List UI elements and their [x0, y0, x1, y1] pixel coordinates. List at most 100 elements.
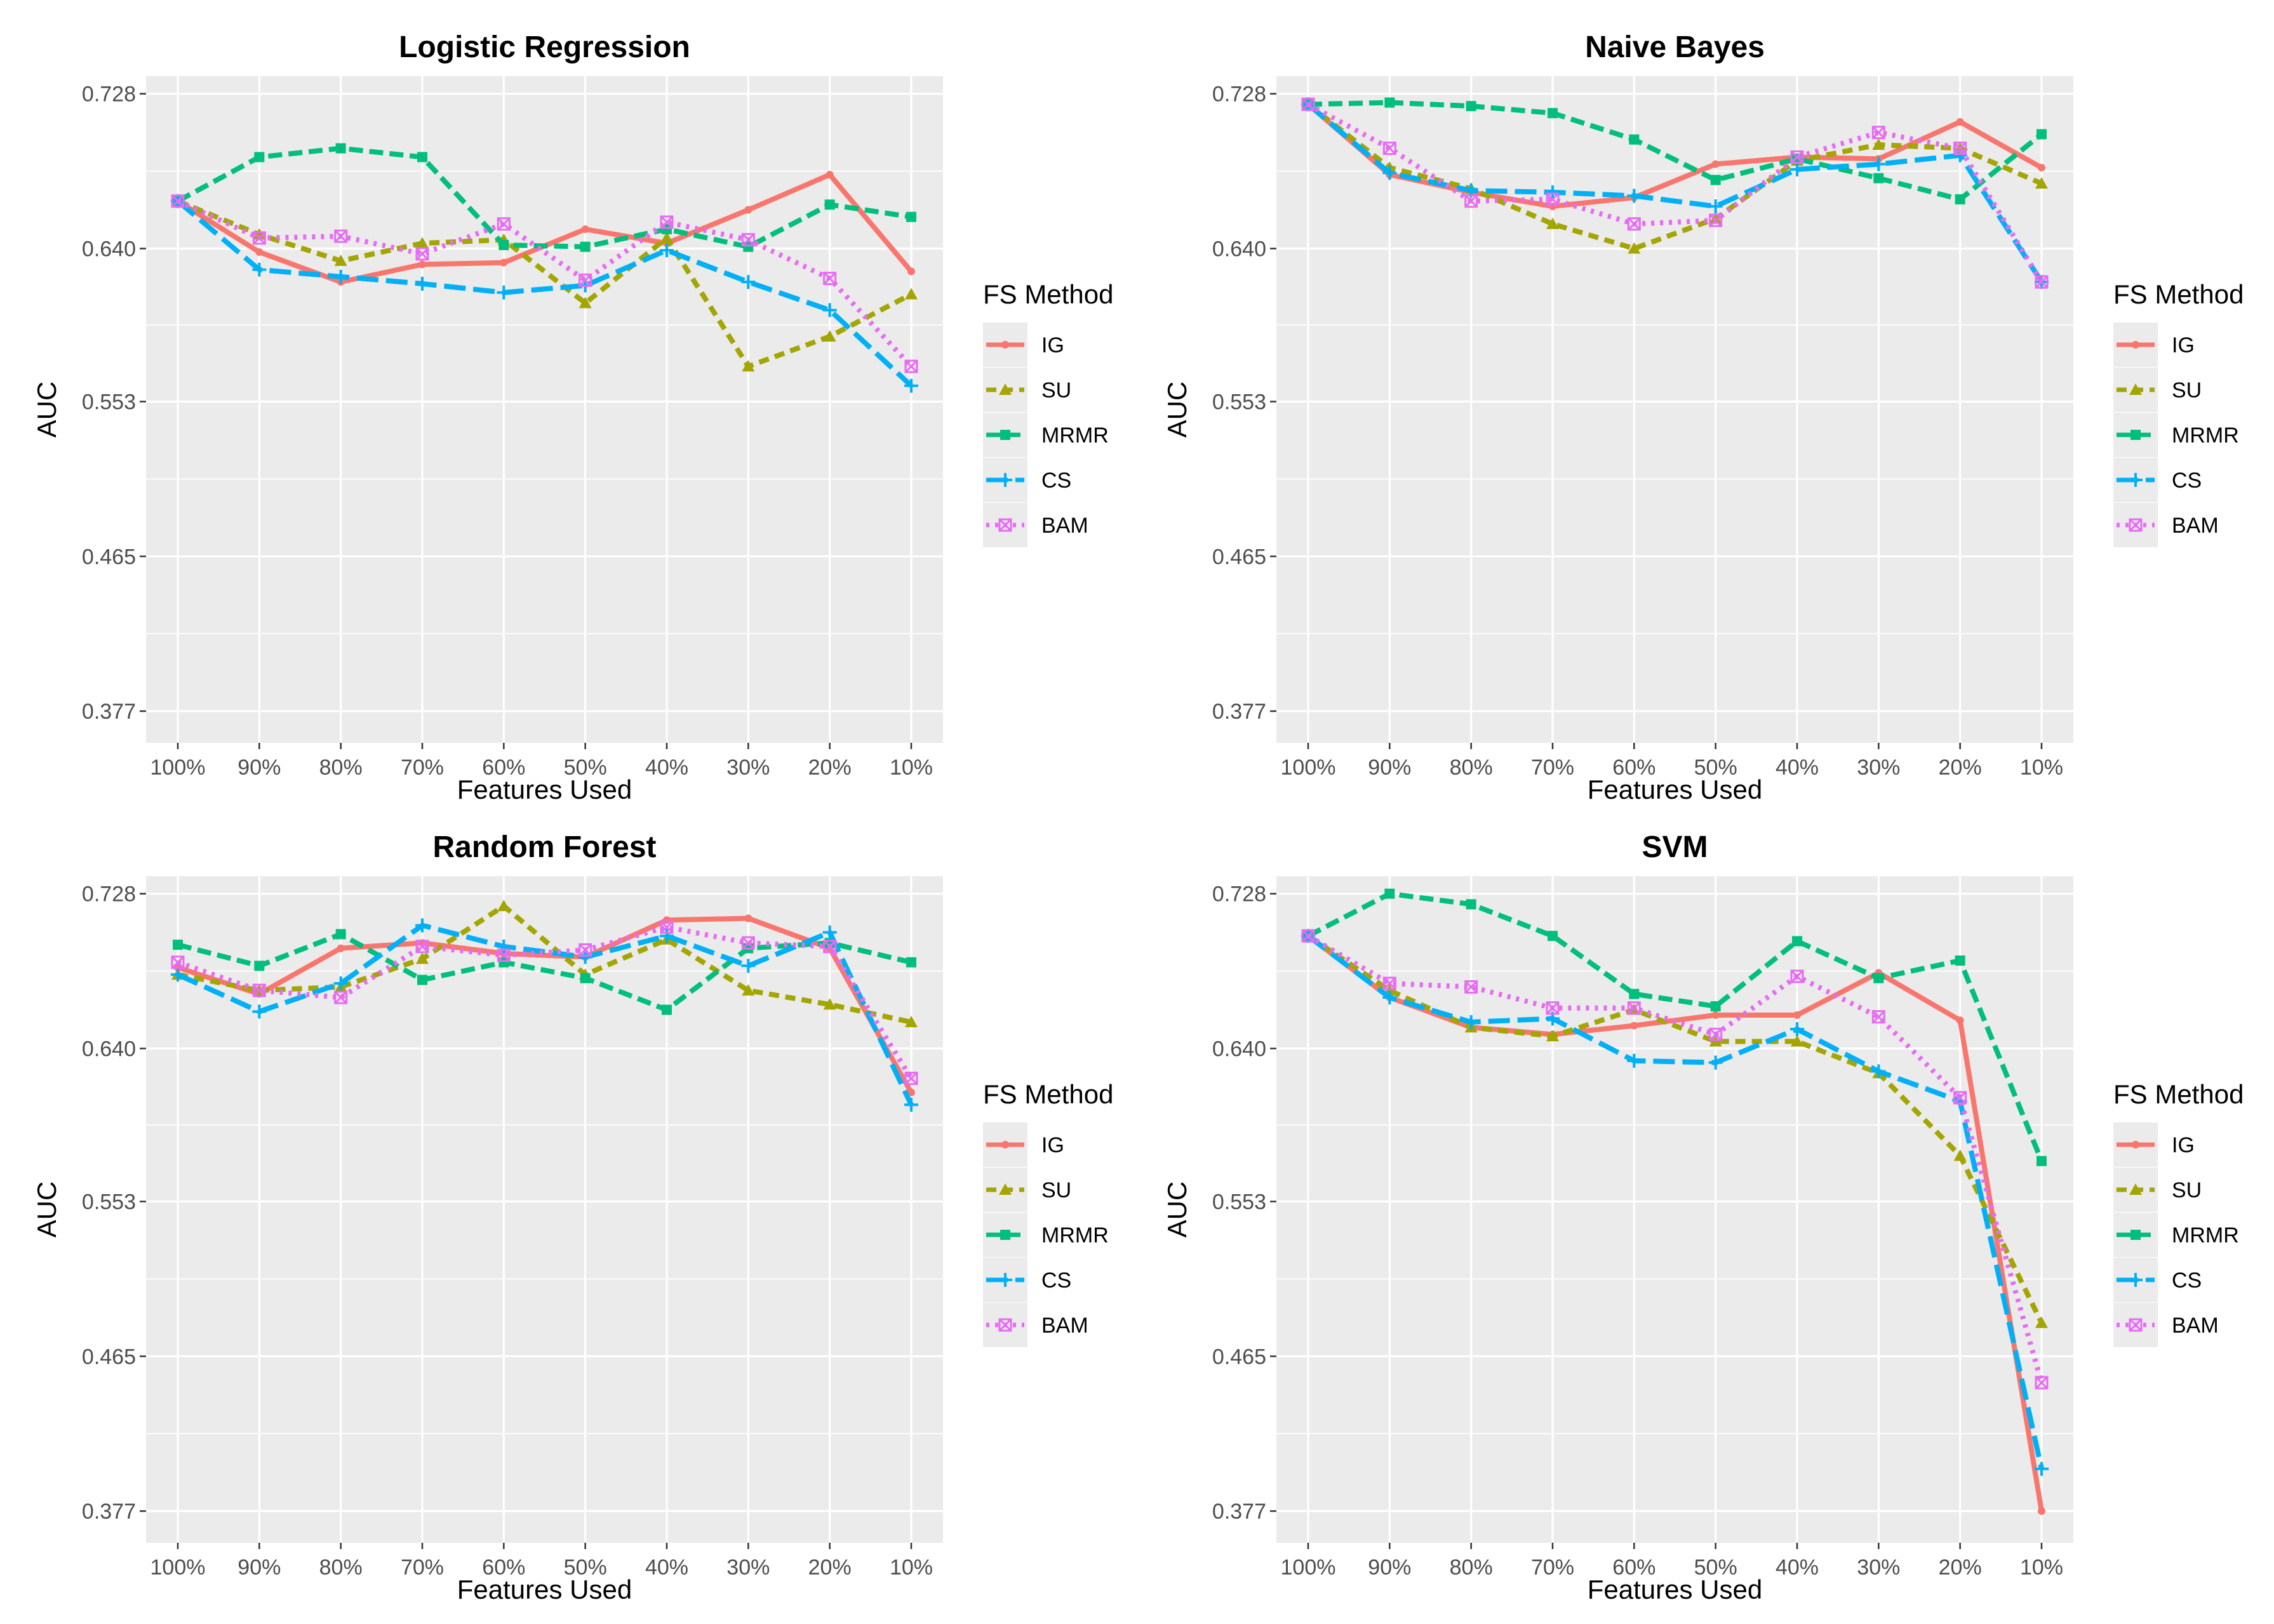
legend-key-marker	[999, 383, 1012, 395]
legend-item-bam: BAM	[2113, 503, 2219, 547]
data-point-bam	[741, 936, 755, 950]
legend-key-marker	[1000, 430, 1010, 440]
data-point-mrmr	[1710, 1001, 1721, 1012]
legend-label: IG	[2172, 333, 2195, 357]
legend: FS Method IG SU MRMR CS BAM	[2113, 279, 2244, 547]
data-point-cs	[1627, 189, 1642, 203]
data-point-bam	[579, 943, 592, 957]
data-point-cs	[904, 378, 918, 393]
x-tick-label: 20%	[808, 755, 852, 780]
legend-key-marker	[1001, 1141, 1009, 1148]
data-point-bam	[904, 1072, 918, 1086]
data-point-bam	[1627, 217, 1641, 231]
legend-label: MRMR	[2172, 423, 2239, 448]
y-tick-label: 0.728	[1212, 882, 1266, 907]
data-point-cs	[497, 939, 511, 954]
legend-key-marker	[1001, 341, 1009, 349]
x-tick-label: 50%	[1694, 755, 1737, 780]
data-point-bam	[1382, 976, 1396, 990]
data-point-mrmr	[254, 152, 265, 163]
data-point-mrmr	[498, 957, 509, 968]
data-point-cs	[171, 968, 185, 982]
legend-label: BAM	[2172, 514, 2219, 538]
data-point-cs	[252, 262, 267, 277]
legend-key-marker	[2132, 1141, 2139, 1148]
x-tick-label: 70%	[401, 1555, 444, 1580]
data-point-ig	[1549, 203, 1556, 211]
series-line-bam	[1306, 933, 2044, 1383]
y-tick-label: 0.553	[1212, 1190, 1266, 1215]
panel-svm: 0.377 0.465 0.553 0.640 0.728 100% 90% 80% 70% 60…	[1130, 800, 2261, 1604]
legend-key-marker	[998, 518, 1012, 532]
data-point-bam	[1790, 969, 1804, 983]
y-tick-label: 0.728	[82, 882, 136, 907]
data-point-bam	[415, 247, 429, 261]
data-point-bam	[2035, 1376, 2049, 1390]
x-tick-label: 90%	[237, 1555, 281, 1580]
y-tick-label: 0.465	[82, 1345, 136, 1369]
legend-key-marker	[1000, 1230, 1010, 1240]
data-point-mrmr	[580, 973, 591, 983]
data-point-mrmr	[1955, 194, 1965, 204]
legend-item-su: SU	[2113, 1168, 2202, 1212]
y-tick-label: 0.553	[82, 1190, 136, 1215]
legend-label: MRMR	[1041, 423, 1109, 448]
legend-item-cs: CS	[2113, 458, 2202, 502]
x-tick-label: 20%	[1939, 755, 1982, 780]
data-point-ig	[2038, 164, 2045, 172]
data-point-bam	[1953, 142, 1967, 156]
data-point-bam	[2035, 275, 2049, 289]
x-tick-label: 10%	[2020, 1555, 2063, 1580]
legend-item-bam: BAM	[983, 503, 1088, 547]
legend-key-marker	[2130, 430, 2141, 440]
data-point-bam	[1301, 97, 1315, 111]
data-point-cs	[1790, 162, 1804, 176]
data-point-bam	[171, 955, 185, 969]
legend: FS Method IG SU MRMR CS BAM	[983, 279, 1113, 547]
x-tick-label: 100%	[150, 755, 206, 780]
data-point-mrmr	[498, 239, 509, 250]
x-tick-label: 20%	[1939, 1555, 1982, 1580]
chart-svg: 0.377 0.465 0.553 0.640 0.728 100% 90% 80% 70% 60…	[1162, 830, 2244, 1604]
data-point-bam	[1790, 150, 1804, 164]
data-point-cs	[1382, 166, 1397, 180]
x-tick-label: 100%	[150, 1555, 206, 1580]
x-tick-label: 10%	[2020, 755, 2063, 780]
data-point-su	[416, 952, 429, 964]
data-point-bam	[252, 231, 266, 245]
data-point-cs	[1464, 1015, 1478, 1029]
data-point-ig	[744, 206, 752, 214]
legend-key-marker	[2129, 1318, 2143, 1332]
x-tick-label: 40%	[1776, 1555, 1819, 1580]
chart-svg: 0.377 0.465 0.553 0.640 0.728 100% 90% 80% 70% 60…	[32, 830, 1113, 1604]
data-point-mrmr	[417, 975, 427, 985]
data-point-bam	[579, 273, 592, 287]
data-point-bam	[1546, 192, 1560, 206]
data-point-ig	[500, 258, 508, 267]
series-line-cs	[1306, 102, 2044, 284]
data-point-bam	[823, 940, 837, 954]
legend-item-ig: IG	[983, 1122, 1064, 1167]
x-tick-label: 50%	[564, 755, 607, 780]
data-point-mrmr	[335, 929, 346, 940]
legend-key-marker	[998, 1273, 1012, 1287]
y-tick-label: 0.553	[1212, 390, 1266, 415]
data-point-bam	[1546, 1001, 1560, 1015]
data-point-ig	[1956, 118, 1964, 126]
data-point-bam	[497, 217, 511, 231]
y-tick-label: 0.465	[1212, 545, 1266, 569]
data-point-su	[742, 984, 755, 996]
legend-label: CS	[2172, 469, 2202, 493]
data-point-mrmr	[906, 957, 916, 968]
panel-naive-bayes: 0.377 0.465 0.553 0.640 0.728 100% 90% 80% 70% 60…	[1130, 0, 2261, 804]
y-axis-label: AUC	[1162, 382, 1192, 438]
data-point-mrmr	[1710, 175, 1721, 185]
legend-item-cs: CS	[983, 1258, 1071, 1302]
legend-key-marker	[999, 1183, 1012, 1195]
data-point-cs	[1708, 199, 1723, 214]
x-tick-label: 30%	[726, 1555, 770, 1580]
data-point-cs	[1627, 1053, 1642, 1068]
panel-random-forest: 0.377 0.465 0.553 0.640 0.728 100% 90% 80% 70% 60…	[0, 800, 1130, 1604]
x-tick-label: 40%	[645, 755, 688, 780]
